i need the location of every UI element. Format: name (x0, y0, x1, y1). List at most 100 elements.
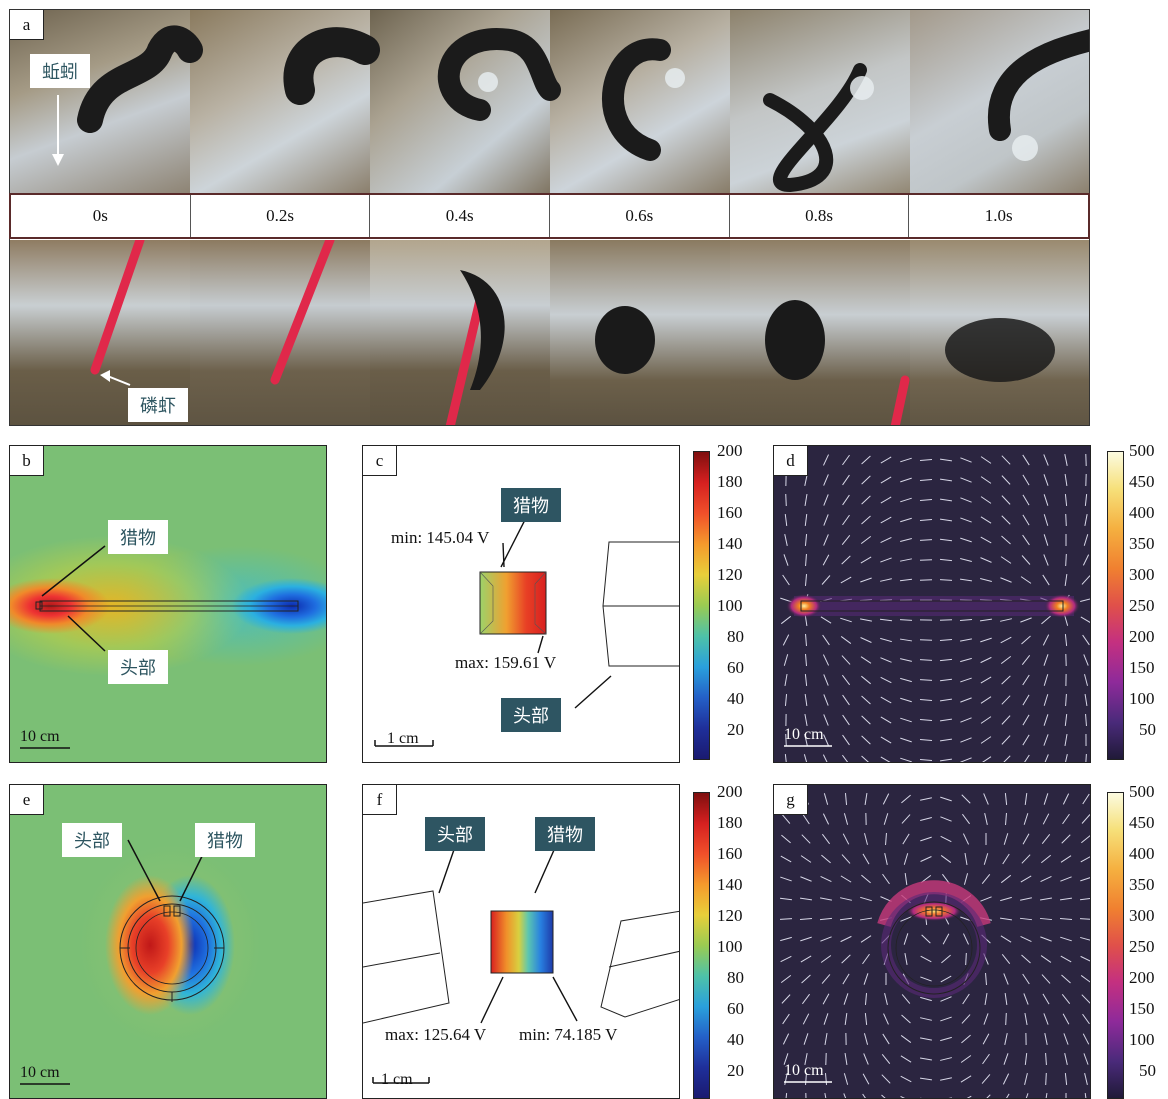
field-arrow (803, 1033, 809, 1045)
top-frames: 蚯蚓 (10, 10, 1089, 194)
field-arrow (842, 734, 850, 746)
panel-a: 蚯蚓 磷虾 a (9, 9, 1090, 426)
colorbar-tick: 160 (717, 503, 743, 522)
field-arrow (1003, 1053, 1009, 1065)
colorbar-tick: 500 (1129, 441, 1155, 460)
field-arrow (822, 813, 830, 825)
field-arrow (1003, 755, 1011, 762)
field-arrow (841, 535, 851, 545)
scale-bar: 10 cm (784, 1062, 824, 1079)
field-arrow (900, 1095, 906, 1098)
field-arrow (980, 578, 992, 582)
field-arrow (1042, 634, 1050, 646)
colorbar-tick: 200 (1129, 968, 1155, 987)
field-arrow (842, 973, 850, 985)
field-arrow (880, 456, 892, 464)
field-arrow (804, 474, 808, 486)
field-arrow (1022, 694, 1030, 706)
field-arrow (1043, 793, 1049, 805)
field-arrow (800, 855, 812, 863)
field-arrow (1040, 876, 1052, 882)
field-arrow (919, 1057, 933, 1061)
field-arrow (1020, 897, 1032, 901)
field-arrow (939, 658, 953, 662)
field-arrow (962, 993, 970, 1005)
field-arrow (999, 917, 1013, 921)
field-arrow (900, 737, 912, 743)
field-arrow (822, 754, 828, 762)
colorbar-tick: 20 (727, 1061, 744, 1080)
field-arrow (900, 1075, 912, 1083)
field-arrow (1043, 654, 1049, 666)
field-arrow (900, 757, 912, 762)
scale-bar: 1 cm (381, 1071, 413, 1088)
field-arrow (1060, 855, 1072, 863)
field-arrow (1064, 473, 1068, 487)
field-arrow (782, 634, 790, 646)
panel-a-label: a (10, 10, 44, 40)
field-arrow (939, 498, 953, 502)
field-arrow (1084, 1073, 1088, 1085)
colorbar-tick: 20 (727, 720, 744, 739)
field-arrow (962, 813, 970, 825)
bottom-frame-1 (190, 240, 370, 425)
field-arrow (804, 573, 808, 587)
field-arrow (1000, 896, 1012, 902)
scale-bar: 10 cm (20, 728, 60, 745)
field-arrow (841, 555, 851, 565)
panel-b-label: b (10, 446, 44, 476)
prey-label: 猎物 (501, 488, 561, 522)
field-colorbar (1107, 451, 1124, 760)
field-arrow (824, 1033, 828, 1045)
field-arrow (919, 499, 933, 501)
field-arrow (784, 513, 788, 527)
field-arrow (842, 754, 849, 762)
field-arrow (820, 616, 832, 624)
time-cell: 0.4s (370, 195, 551, 237)
field-arrow (780, 615, 792, 625)
field-arrow (1059, 897, 1073, 901)
field-arrow (882, 873, 890, 885)
field-arrow (1062, 813, 1070, 825)
field-arrow (901, 1014, 911, 1024)
field-arrow (1060, 876, 1072, 882)
colorbar-tick: 80 (727, 627, 744, 646)
colorbar-tick: 400 (1129, 503, 1155, 522)
field-arrow (785, 733, 787, 747)
field-arrow (1040, 955, 1052, 963)
field-arrow (860, 656, 872, 664)
field-arrow (861, 495, 871, 505)
field-arrow (939, 478, 953, 482)
field-arrow (860, 637, 872, 643)
colorbar-tick: 60 (727, 999, 744, 1018)
colorbar-tick: 450 (1129, 813, 1155, 832)
field-arrow (804, 673, 808, 687)
field-arrow (842, 714, 850, 726)
field-arrow (1062, 793, 1070, 805)
field-arrow (1080, 975, 1090, 983)
field-arrow (1064, 493, 1068, 507)
prey-label: 猎物 (108, 520, 168, 554)
field-arrow (781, 994, 791, 1004)
field-arrow (780, 974, 792, 984)
field-arrow (1000, 655, 1012, 665)
field-arrow (822, 634, 830, 646)
field-arrow (1005, 1012, 1007, 1026)
colorbar-tick: 120 (717, 565, 743, 584)
field-arrow (1040, 897, 1052, 901)
panel-c-label: c (363, 446, 397, 476)
field-arrow (880, 476, 892, 484)
field-arrow (1002, 1073, 1010, 1085)
field-arrow (840, 897, 852, 901)
panel-e: 头部 猎物 10 cm e (9, 784, 327, 1099)
field-arrow (919, 659, 933, 661)
field-arrow (1022, 514, 1030, 526)
field-arrow (900, 538, 912, 542)
field-arrow (885, 832, 887, 846)
field-arrow (1080, 955, 1090, 962)
field-arrow (1085, 753, 1087, 762)
field-arrow (1020, 617, 1032, 623)
field-arrow (1001, 715, 1011, 725)
field-arrow (1080, 856, 1090, 863)
field-arrow (860, 935, 872, 943)
